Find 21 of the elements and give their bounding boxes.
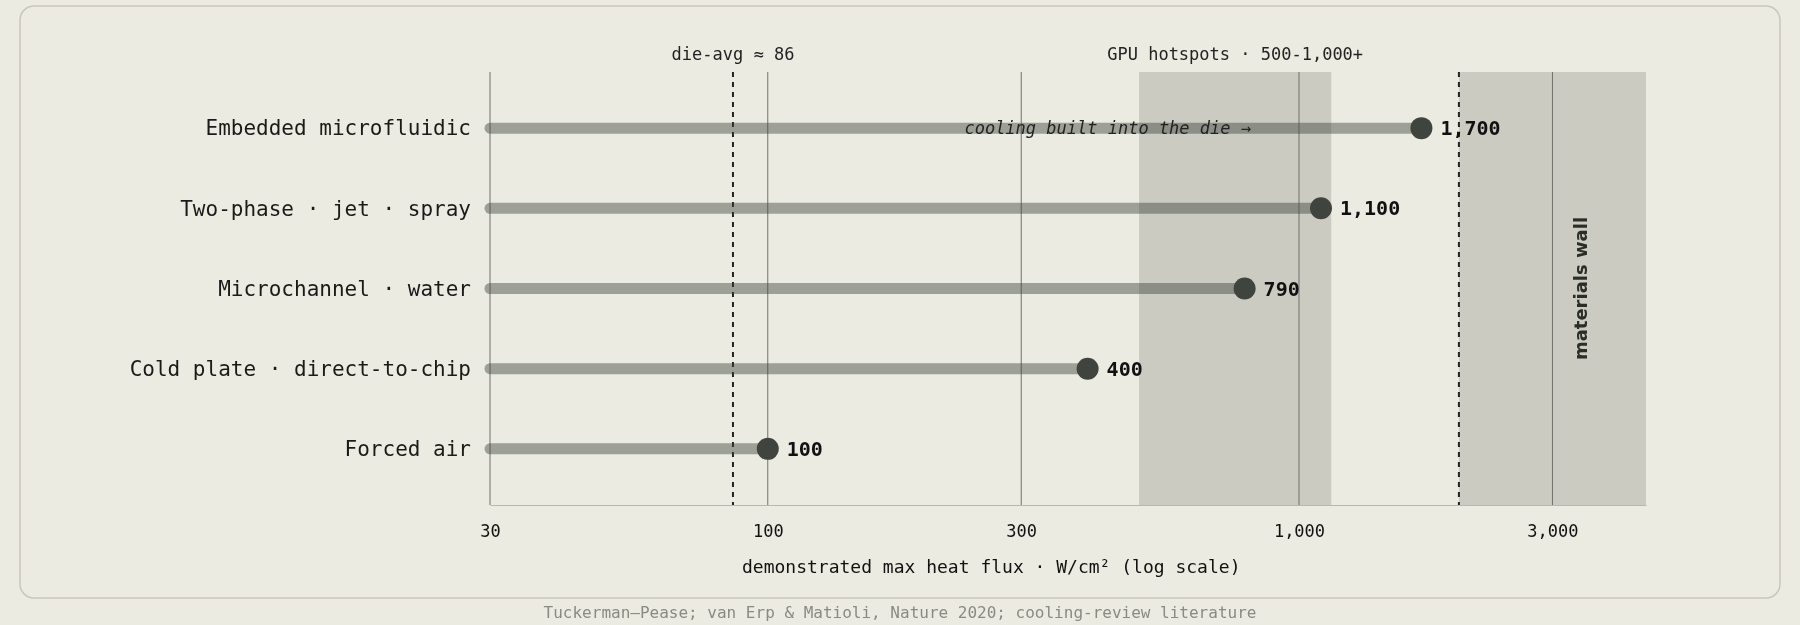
annotation: cooling built into the die →: [964, 118, 1251, 139]
x-tick-label: 30: [480, 521, 501, 542]
x-tick-label: 300: [1006, 521, 1038, 542]
data-label: 400: [1106, 356, 1143, 381]
text: Tuckerman–Pease; van Erp & Matioli, Nature 2020; cooling-review literature: [543, 603, 1257, 622]
band-label: GPU hotspots · 500-1,000+: [1107, 44, 1364, 64]
data-label: 790: [1263, 276, 1300, 301]
x-tick-label: 100: [752, 521, 784, 542]
y-tick-label: Forced air: [344, 437, 471, 462]
data-label: 1,700: [1440, 116, 1501, 141]
ref-line-label: die-avg ≈ 86: [671, 44, 795, 64]
y-tick-label: Cold plate · direct-to-chip: [129, 357, 471, 382]
y-tick-label: Microchannel · water: [218, 276, 471, 301]
data-label: 100: [786, 436, 823, 461]
y-tick-label: Embedded microfluidic: [205, 116, 471, 141]
x-tick-label: 3,000: [1527, 521, 1579, 542]
x-axis-title: demonstrated max heat flux · W/cm² (log scale): [741, 556, 1241, 577]
x-tick-label: 1,000: [1273, 521, 1326, 542]
data-label: 1,100: [1339, 196, 1401, 221]
y-tick-label: Two-phase · jet · spray: [180, 196, 471, 221]
band-label: materials wall: [1570, 216, 1592, 361]
